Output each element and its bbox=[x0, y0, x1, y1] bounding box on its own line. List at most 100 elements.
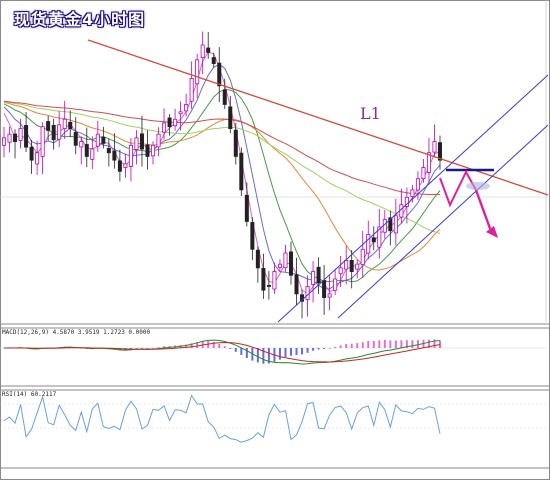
candle-body bbox=[145, 144, 150, 157]
candle-body bbox=[134, 137, 139, 150]
macd-bar bbox=[196, 342, 199, 348]
candle-body bbox=[250, 222, 255, 250]
candle-body bbox=[101, 136, 106, 144]
macd-bar bbox=[229, 348, 232, 349]
candle-body bbox=[432, 141, 437, 153]
macd-bar bbox=[163, 346, 166, 348]
candle-body bbox=[18, 128, 23, 141]
candle-body bbox=[68, 121, 73, 129]
candle-body bbox=[294, 274, 299, 295]
candle-body bbox=[73, 132, 78, 146]
candle-body bbox=[305, 286, 310, 300]
candle-body bbox=[123, 163, 128, 168]
candle-body bbox=[46, 121, 51, 131]
candle-body bbox=[327, 293, 332, 298]
macd-bar bbox=[240, 348, 243, 355]
macd-bar bbox=[411, 340, 414, 348]
candle-body bbox=[151, 144, 156, 157]
macd-bar bbox=[350, 343, 353, 348]
candle-body bbox=[195, 59, 200, 85]
macd-bar bbox=[433, 339, 436, 348]
candle-body bbox=[316, 266, 321, 284]
candle-body bbox=[399, 204, 404, 218]
macd-histogram bbox=[3, 339, 441, 364]
candle-body bbox=[333, 278, 338, 291]
projection-marker bbox=[466, 182, 490, 190]
macd-bar bbox=[334, 346, 337, 348]
macd-bar bbox=[201, 340, 204, 348]
candle-body bbox=[106, 148, 111, 154]
candle-body bbox=[90, 148, 95, 160]
macd-bar bbox=[284, 348, 287, 358]
candle-body bbox=[24, 125, 29, 148]
candle-body bbox=[13, 133, 18, 142]
macd-bar bbox=[256, 348, 259, 363]
candle-body bbox=[437, 142, 442, 161]
macd-bar bbox=[223, 346, 226, 348]
candle-body bbox=[139, 133, 144, 150]
candle-body bbox=[217, 62, 222, 87]
candle-body bbox=[29, 146, 34, 161]
candle-body bbox=[344, 260, 349, 270]
macd-bar bbox=[234, 348, 237, 352]
macd-bar bbox=[278, 348, 281, 360]
macd-bar bbox=[416, 340, 419, 348]
candle-body bbox=[206, 47, 211, 53]
macd-bar bbox=[427, 339, 430, 348]
candle-body bbox=[261, 267, 266, 291]
candle-body bbox=[283, 252, 288, 269]
candle-body bbox=[40, 126, 45, 157]
candle-body bbox=[277, 263, 282, 268]
candle-body bbox=[35, 152, 40, 165]
macd-bar bbox=[301, 348, 304, 355]
candle-body bbox=[200, 44, 205, 59]
macd-bar bbox=[389, 340, 392, 348]
channel-upper-line bbox=[277, 74, 549, 323]
macd-bar bbox=[439, 340, 441, 348]
macd-bar bbox=[80, 348, 83, 349]
macd-bar bbox=[361, 342, 364, 348]
macd-bar bbox=[378, 340, 381, 348]
candle-body bbox=[244, 195, 249, 222]
macd-bar bbox=[267, 348, 270, 364]
projection-arrow-shaft bbox=[474, 189, 494, 235]
candle-body bbox=[388, 217, 393, 232]
macd-bar bbox=[394, 340, 397, 348]
candle-body bbox=[410, 189, 415, 197]
macd-bar bbox=[312, 348, 315, 351]
candle-body bbox=[233, 129, 238, 157]
macd-bar bbox=[140, 348, 143, 349]
candle-body bbox=[371, 237, 376, 243]
macd-bar bbox=[129, 348, 132, 350]
candle-body bbox=[57, 124, 62, 140]
macd-bar bbox=[323, 348, 326, 350]
macd-bar bbox=[185, 344, 188, 348]
candle-body bbox=[228, 106, 233, 129]
candle-body bbox=[51, 124, 56, 141]
macd-pane bbox=[0, 323, 550, 365]
candle-body bbox=[377, 226, 382, 248]
macd-bar bbox=[190, 343, 193, 348]
candle-body bbox=[156, 133, 161, 148]
candle-body bbox=[2, 137, 7, 146]
macd-bar bbox=[262, 348, 265, 364]
candle-body bbox=[360, 248, 365, 265]
candle-body bbox=[272, 271, 277, 290]
rsi-line bbox=[3, 394, 441, 443]
macd-bar bbox=[317, 348, 320, 350]
candle-body bbox=[178, 111, 183, 115]
macd-bar bbox=[212, 341, 215, 348]
macd-bar bbox=[295, 348, 298, 356]
macd-bar bbox=[372, 340, 375, 348]
candle-body bbox=[239, 152, 244, 191]
candle-body bbox=[162, 122, 167, 133]
price-pane bbox=[0, 0, 549, 323]
trend-line-label: L1 bbox=[360, 104, 381, 123]
macd-bar bbox=[306, 348, 309, 353]
ma-short-line bbox=[3, 63, 441, 290]
candle-body bbox=[112, 150, 117, 161]
page-title: 现货黄金4小时图 bbox=[14, 10, 146, 29]
macd-bar bbox=[383, 339, 386, 348]
